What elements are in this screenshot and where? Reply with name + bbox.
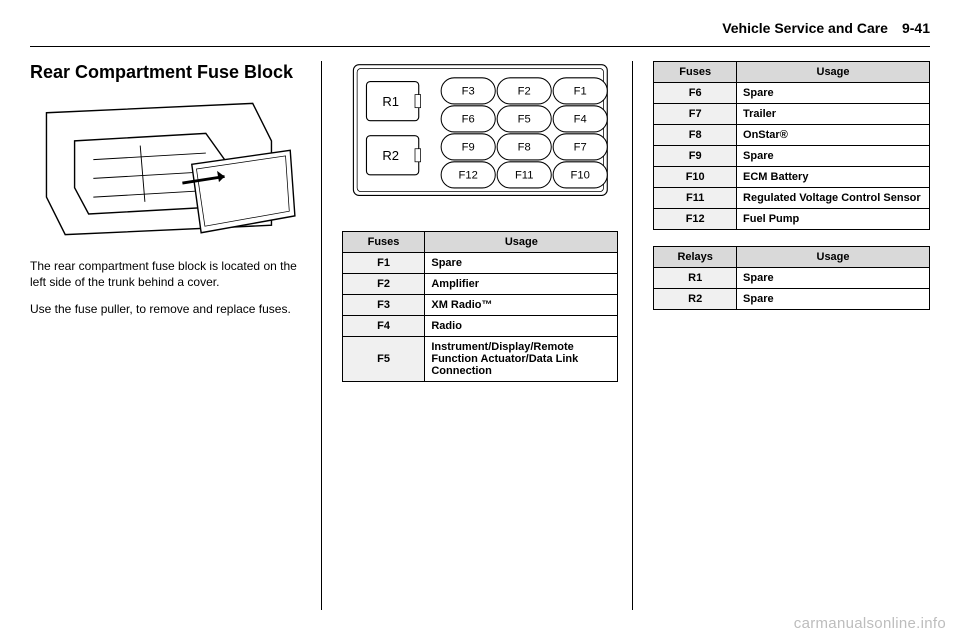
svg-text:R1: R1 xyxy=(382,94,399,109)
usage-cell: Spare xyxy=(737,268,930,289)
fuse-cell: F5 xyxy=(342,337,425,382)
table-row: F6Spare xyxy=(654,83,930,104)
fuse-cell: F10 xyxy=(654,167,737,188)
fuse-label: F9 xyxy=(461,142,474,154)
fuse-cell: F1 xyxy=(342,253,425,274)
paragraph-location: The rear compartment fuse block is locat… xyxy=(30,258,307,292)
table-row: F3XM Radio™ xyxy=(342,295,618,316)
table1-head-usage: Usage xyxy=(425,232,618,253)
table-row: F2Amplifier xyxy=(342,274,618,295)
usage-cell: Amplifier xyxy=(425,274,618,295)
section-title: Vehicle Service and Care xyxy=(722,20,888,36)
usage-cell: Radio xyxy=(425,316,618,337)
relay-table: Relays Usage R1SpareR2Spare xyxy=(653,246,930,310)
usage-cell: Spare xyxy=(425,253,618,274)
relay-r2: R2 xyxy=(366,136,420,175)
fuse-label: F8 xyxy=(517,142,530,154)
table-row: F12Fuel Pump xyxy=(654,209,930,230)
usage-cell: ECM Battery xyxy=(737,167,930,188)
fuse-cell: F7 xyxy=(654,104,737,125)
fuse-label: F10 xyxy=(570,170,589,182)
usage-cell: Regulated Voltage Control Sensor xyxy=(737,188,930,209)
compartment-illustration xyxy=(30,94,307,244)
fuse-table-2: Fuses Usage F6SpareF7TrailerF8OnStar®F9S… xyxy=(653,61,930,230)
fuse-cell: F2 xyxy=(342,274,425,295)
fuse-label: F3 xyxy=(461,86,474,98)
table1-head-fuses: Fuses xyxy=(342,232,425,253)
paragraph-puller: Use the fuse puller, to remove and repla… xyxy=(30,301,307,318)
table-row: F10ECM Battery xyxy=(654,167,930,188)
table3-head-usage: Usage xyxy=(737,247,930,268)
fuse-label: F5 xyxy=(517,114,530,126)
column-3: Fuses Usage F6SpareF7TrailerF8OnStar®F9S… xyxy=(653,61,930,610)
fuse-label: F6 xyxy=(461,114,474,126)
usage-cell: XM Radio™ xyxy=(425,295,618,316)
table-row: F9Spare xyxy=(654,146,930,167)
usage-cell: Spare xyxy=(737,83,930,104)
table-row: F7Trailer xyxy=(654,104,930,125)
table-row: F5Instrument/Display/Remote Function Act… xyxy=(342,337,618,382)
fuse-label: F7 xyxy=(573,142,586,154)
fuse-label: F2 xyxy=(517,86,530,98)
fuse-cell: R2 xyxy=(654,289,737,310)
fuse-cell: F8 xyxy=(654,125,737,146)
table-row: F11Regulated Voltage Control Sensor xyxy=(654,188,930,209)
svg-text:R2: R2 xyxy=(382,148,399,163)
table2-head-usage: Usage xyxy=(737,62,930,83)
usage-cell: Fuel Pump xyxy=(737,209,930,230)
fuse-label: F4 xyxy=(573,114,586,126)
usage-cell: Spare xyxy=(737,146,930,167)
table-row: R2Spare xyxy=(654,289,930,310)
usage-cell: Spare xyxy=(737,289,930,310)
watermark: carmanualsonline.info xyxy=(794,615,946,632)
page-number: 9-41 xyxy=(902,20,930,36)
fuse-cell: F9 xyxy=(654,146,737,167)
table2-head-fuses: Fuses xyxy=(654,62,737,83)
column-2: R1 R2 F3F2F1F6F5F4F9F8F7F12F11F10 Fuses … xyxy=(342,61,634,610)
table-row: R1Spare xyxy=(654,268,930,289)
table-row: F1Spare xyxy=(342,253,618,274)
fuse-label: F1 xyxy=(573,86,586,98)
fuse-table-1: Fuses Usage F1SpareF2AmplifierF3XM Radio… xyxy=(342,231,619,382)
fuse-cell: F12 xyxy=(654,209,737,230)
fuse-label: F11 xyxy=(515,170,533,182)
fuse-cell: F4 xyxy=(342,316,425,337)
content-columns: Rear Compartment Fuse Block The re xyxy=(30,46,930,610)
column-1: Rear Compartment Fuse Block The re xyxy=(30,61,322,610)
fuse-cell: F11 xyxy=(654,188,737,209)
relay-r1: R1 xyxy=(366,82,420,121)
fuse-cell: F6 xyxy=(654,83,737,104)
table3-head-relays: Relays xyxy=(654,247,737,268)
fuse-cell: F3 xyxy=(342,295,425,316)
usage-cell: Instrument/Display/Remote Function Actua… xyxy=(425,337,618,382)
section-heading: Rear Compartment Fuse Block xyxy=(30,61,307,84)
table-row: F8OnStar® xyxy=(654,125,930,146)
fuse-label: F12 xyxy=(458,170,477,182)
usage-cell: OnStar® xyxy=(737,125,930,146)
usage-cell: Trailer xyxy=(737,104,930,125)
fuse-layout-diagram: R1 R2 F3 F2 F1 F6 F5 F4 F9 F8 F7 F12 F11 F10 xyxy=(342,61,619,201)
fuse-cell: R1 xyxy=(654,268,737,289)
page-header: Vehicle Service and Care 9-41 xyxy=(30,20,930,36)
table-row: F4Radio xyxy=(342,316,618,337)
